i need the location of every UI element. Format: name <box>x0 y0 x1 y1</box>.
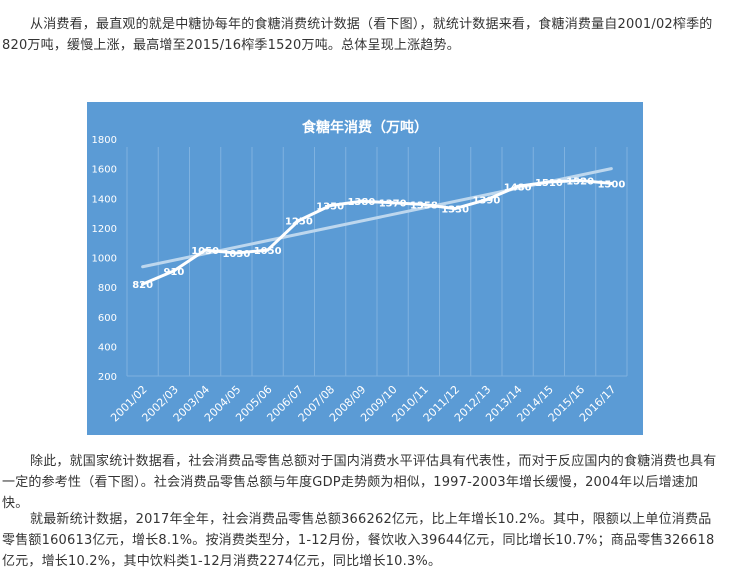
data-point <box>547 180 551 184</box>
data-label: 1480 <box>504 182 532 193</box>
chart-title: 食糖年消费（万吨） <box>302 119 428 136</box>
data-point <box>516 184 520 188</box>
data-point <box>359 199 363 203</box>
data-point <box>422 202 426 207</box>
y-tick-label: 800 <box>98 283 117 294</box>
data-point <box>141 282 145 286</box>
retail-paragraph-text: 除此，就国家统计数据看，社会消费品零售总额对于国内消费水平评估具有代表性，而对于… <box>2 454 717 511</box>
data-label: 1358 <box>410 200 438 211</box>
y-tick-label: 1000 <box>92 254 117 265</box>
y-tick-label: 1800 <box>92 135 117 146</box>
series-layer <box>141 178 613 286</box>
data-point <box>609 181 613 186</box>
data-point <box>203 248 207 252</box>
data-label: 1350 <box>316 202 344 213</box>
data-point <box>297 218 301 223</box>
grid-lines <box>126 147 628 377</box>
retail-paragraph: 除此，就国家统计数据看，社会消费品零售总额对于国内消费水平评估具有代表性，而对于… <box>2 451 724 514</box>
intro-paragraph-text: 从消费看，最直观的就是中糖协每年的食糖消费统计数据（看下图），就统计数据来看，食… <box>2 17 713 53</box>
y-tick-label: 400 <box>98 342 117 353</box>
intro-paragraph: 从消费看，最直观的就是中糖协每年的食糖消费统计数据（看下图），就统计数据来看，食… <box>2 14 724 56</box>
data-label: 1370 <box>379 199 407 210</box>
data-label: 1330 <box>441 205 469 216</box>
data-point <box>391 201 395 205</box>
data-label: 1030 <box>222 249 250 260</box>
y-tick-label: 1600 <box>92 165 117 176</box>
statistics-paragraph: 就最新统计数据，2017年全年，社会消费品零售总额366262亿元，比上年增长1… <box>2 509 724 572</box>
data-label: 1050 <box>191 246 219 257</box>
y-tick-label: 200 <box>98 372 117 383</box>
data-point <box>453 207 457 211</box>
series-line <box>141 178 613 286</box>
data-label: 1520 <box>566 176 594 187</box>
data-label: 1510 <box>535 178 563 189</box>
x-axis-ticks: 2001/022002/032003/042004/052005/062006/… <box>108 383 618 425</box>
data-label: 1380 <box>347 197 375 208</box>
data-label: 820 <box>132 280 153 291</box>
data-point <box>328 204 332 208</box>
data-point <box>172 269 176 273</box>
data-point <box>484 198 488 202</box>
chart-canvas: 食糖年消费（万吨） 200 400 600 800 1000 1200 1400 1600 18… <box>92 119 628 425</box>
data-point <box>578 178 582 183</box>
y-tick-label: 1200 <box>92 224 117 235</box>
sugar-consumption-chart: 食糖年消费（万吨） 200 400 600 800 1000 1200 1400 1600 18… <box>87 102 643 435</box>
statistics-paragraph-text: 就最新统计数据，2017年全年，社会消费品零售总额366262亿元，比上年增长1… <box>2 512 715 569</box>
data-label: 910 <box>163 267 184 278</box>
data-label: 1500 <box>597 179 625 190</box>
data-point <box>266 248 270 252</box>
y-axis-ticks: 200 400 600 800 1000 1200 1400 1600 1800 <box>92 135 117 383</box>
data-point <box>234 251 238 255</box>
data-label: 1050 <box>254 246 282 257</box>
y-tick-label: 1400 <box>92 194 117 205</box>
data-label: 1250 <box>285 216 313 227</box>
data-label: 1390 <box>472 196 500 207</box>
y-tick-label: 600 <box>98 313 117 324</box>
